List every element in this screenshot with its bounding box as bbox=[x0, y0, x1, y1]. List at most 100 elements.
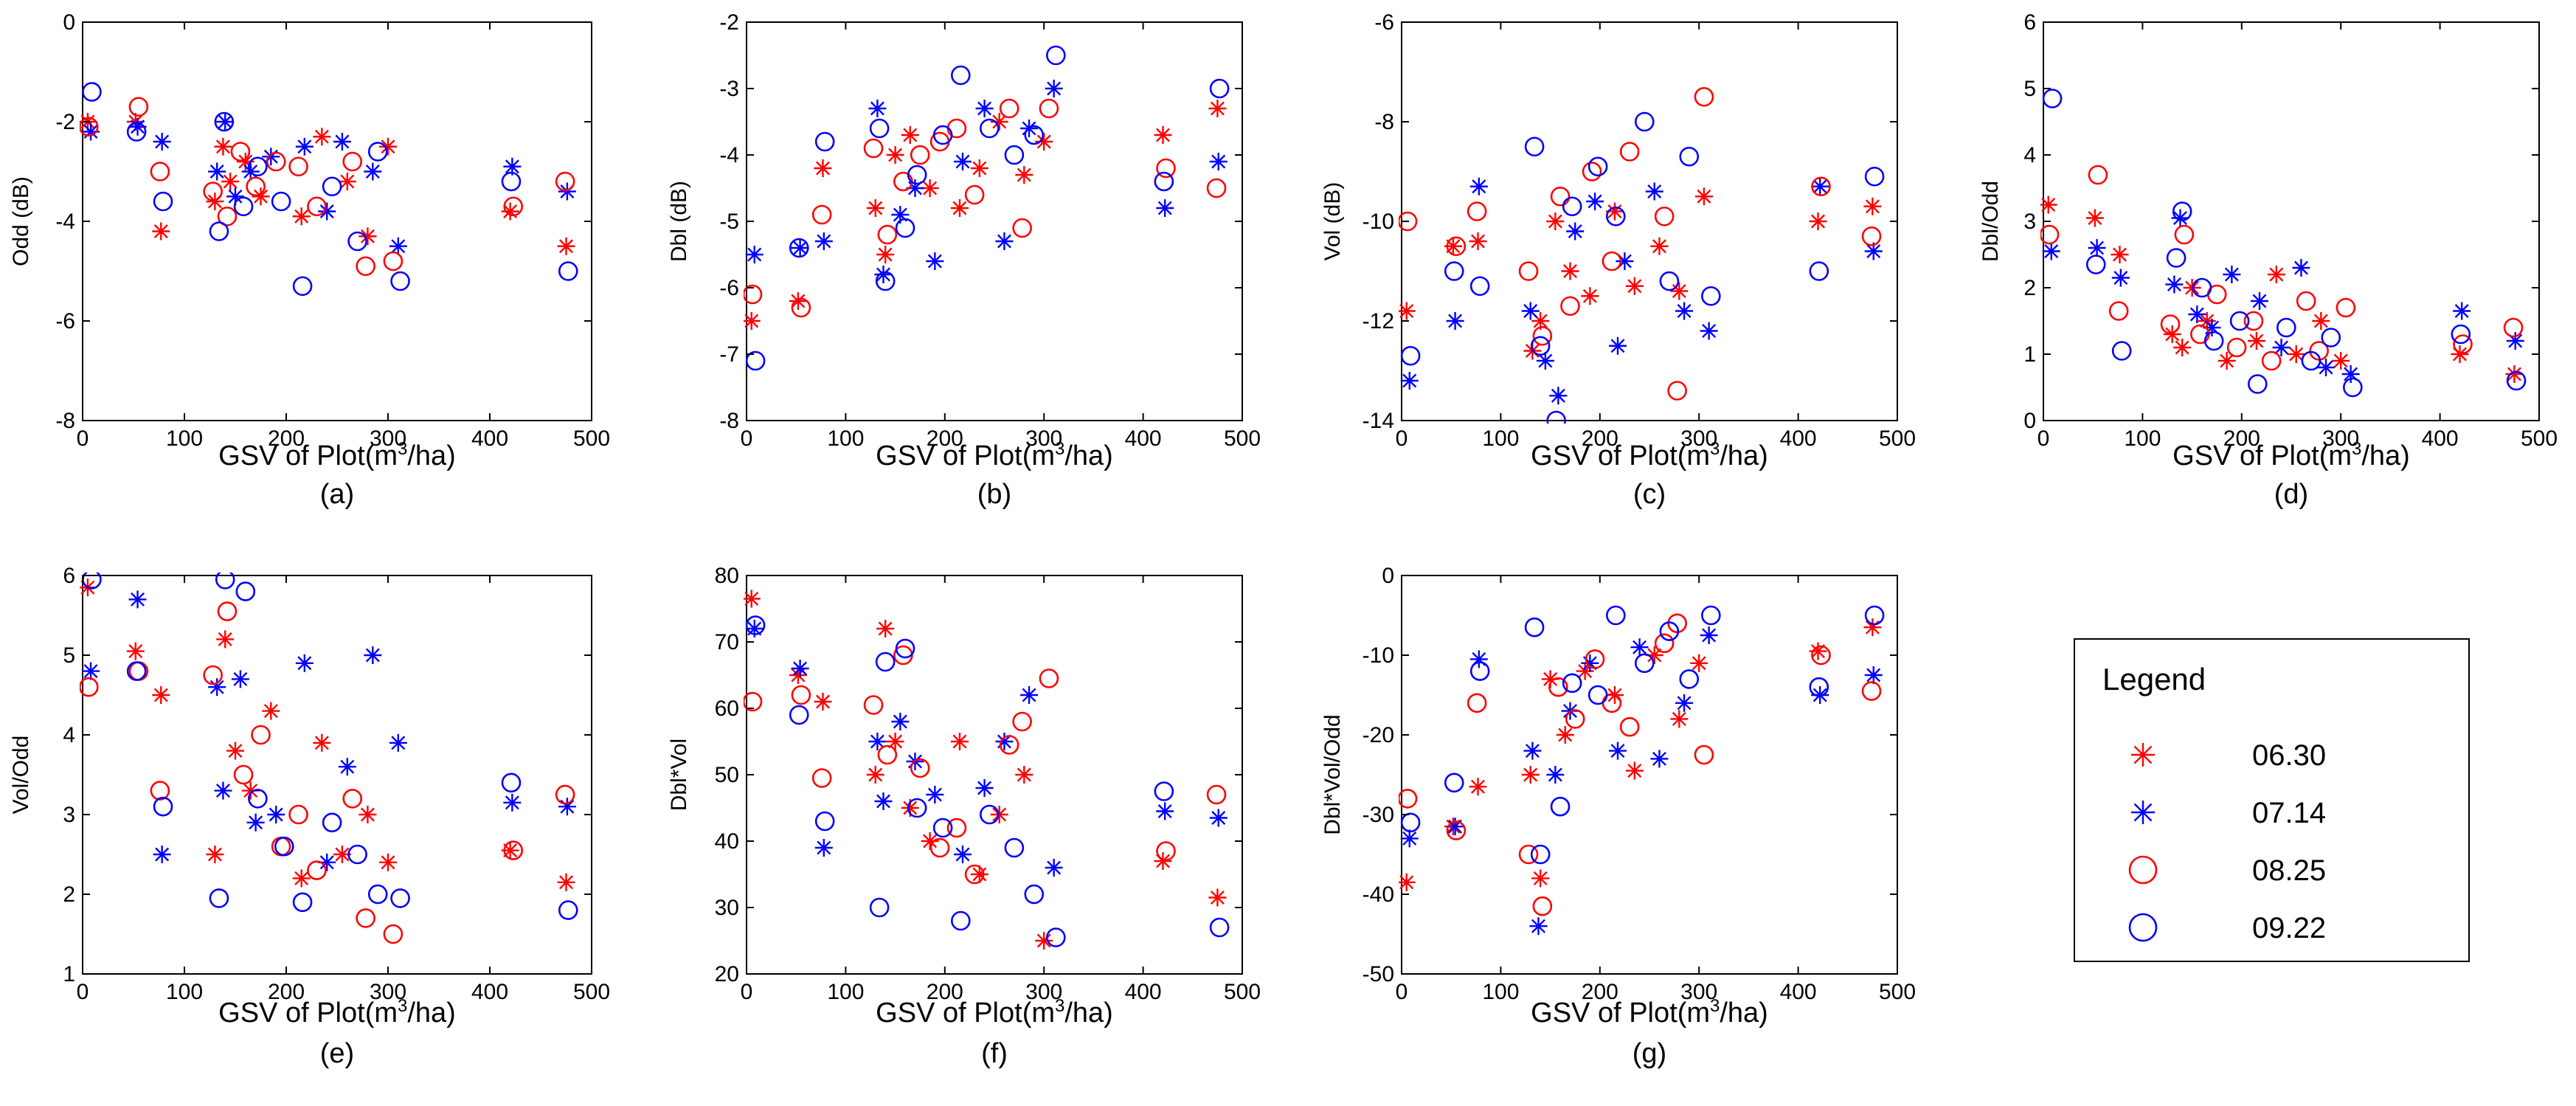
star-stroke bbox=[335, 134, 350, 149]
data-point-circle bbox=[233, 196, 254, 217]
star-stroke bbox=[1551, 388, 1565, 403]
data-point-circle bbox=[895, 638, 915, 659]
data-point-circle bbox=[1400, 345, 1421, 366]
x-tick-label: 400 bbox=[471, 426, 508, 451]
data-point-star bbox=[364, 162, 382, 181]
data-point-star bbox=[866, 766, 884, 784]
panel-label: (g) bbox=[1632, 1038, 1666, 1069]
star-stroke bbox=[793, 661, 808, 676]
data-point-star bbox=[1650, 237, 1669, 255]
data-point-circle bbox=[1518, 844, 1539, 865]
data-point-circle bbox=[356, 256, 375, 277]
data-point-star bbox=[364, 646, 382, 664]
data-point-star bbox=[2267, 266, 2285, 283]
star-stroke bbox=[817, 840, 831, 855]
x-tick-label: 500 bbox=[573, 426, 610, 451]
data-point-star bbox=[226, 742, 244, 760]
data-point-circle bbox=[869, 118, 890, 139]
data-point-circle bbox=[1524, 617, 1545, 637]
data-point-star bbox=[866, 199, 884, 217]
data-point-star bbox=[1469, 177, 1488, 196]
data-point-star bbox=[2505, 365, 2524, 383]
data-point-star bbox=[1675, 694, 1694, 712]
x-tick-label: 400 bbox=[1125, 980, 1162, 1004]
data-point-circle bbox=[2226, 337, 2247, 358]
legend-item: 09.22 bbox=[2128, 912, 2326, 944]
data-point-circle bbox=[1518, 261, 1539, 281]
star-stroke bbox=[2289, 347, 2304, 362]
data-point-circle bbox=[2321, 328, 2341, 348]
star-stroke bbox=[1017, 167, 1031, 182]
series-06.30 bbox=[2040, 196, 2524, 383]
x-tick-label: 200 bbox=[1582, 980, 1618, 1004]
data-point-star bbox=[1694, 187, 1713, 206]
data-point-circle bbox=[1634, 111, 1655, 132]
data-point-circle bbox=[383, 924, 404, 944]
tick-layer: 0 100 200 300 400 500 -8 -7 -6 -5 -4 -3 -2 bbox=[719, 10, 1261, 451]
data-point-circle bbox=[2296, 291, 2316, 311]
y-tick-label: 0 bbox=[63, 10, 75, 35]
data-point-circle bbox=[1667, 381, 1687, 401]
star-stroke bbox=[128, 644, 143, 659]
star-stroke bbox=[1472, 179, 1486, 194]
data-point-star bbox=[1521, 302, 1540, 320]
star-stroke bbox=[955, 154, 970, 169]
star-stroke bbox=[505, 159, 519, 174]
star-stroke bbox=[1558, 727, 1573, 742]
series-06.30 bbox=[744, 100, 1227, 330]
data-point-star bbox=[1209, 809, 1228, 827]
star-stroke bbox=[1211, 811, 1226, 825]
data-point-star bbox=[206, 193, 224, 210]
data-point-circle bbox=[288, 804, 308, 825]
star-stroke bbox=[223, 174, 238, 189]
data-point-star bbox=[82, 662, 100, 680]
data-point-star bbox=[874, 792, 893, 810]
data-point-star bbox=[2332, 352, 2350, 370]
series-08.25 bbox=[2040, 165, 2524, 371]
data-point-circle bbox=[203, 182, 223, 201]
data-point-circle bbox=[322, 812, 342, 833]
star-stroke bbox=[1470, 234, 1485, 249]
data-point-star bbox=[1208, 888, 1227, 907]
y-tick-label: -8 bbox=[719, 409, 739, 433]
data-point-circle bbox=[1606, 605, 1626, 626]
y-tick-label: 40 bbox=[715, 829, 739, 854]
star-stroke bbox=[1402, 831, 1417, 846]
star-stroke bbox=[2454, 304, 2469, 318]
legend-label: 09.22 bbox=[2252, 912, 2326, 944]
panel-label: (e) bbox=[320, 1038, 354, 1069]
star-stroke bbox=[335, 847, 350, 862]
y-tick-label: -12 bbox=[1363, 309, 1394, 333]
x-tick-label: 0 bbox=[2037, 426, 2050, 451]
star-stroke bbox=[1548, 767, 1562, 782]
data-point-circle bbox=[367, 142, 388, 162]
data-point-star bbox=[901, 126, 919, 144]
data-point-circle bbox=[1606, 206, 1626, 227]
data-point-star bbox=[2085, 209, 2104, 227]
data-point-star bbox=[1809, 212, 1827, 230]
data-point-circle bbox=[1012, 218, 1032, 238]
x-axis-label: GSV of Plot(m3/ha) bbox=[876, 439, 1113, 471]
data-point-circle bbox=[875, 651, 896, 672]
data-point-circle bbox=[1039, 668, 1059, 688]
star-stroke bbox=[297, 656, 312, 671]
star-stroke bbox=[923, 181, 938, 196]
data-point-circle bbox=[1585, 649, 1605, 669]
data-point-star bbox=[791, 239, 809, 257]
star-stroke bbox=[391, 239, 406, 254]
data-point-star bbox=[1469, 778, 1487, 796]
star-stroke bbox=[1610, 744, 1625, 758]
data-point-circle bbox=[307, 860, 327, 880]
data-point-circle bbox=[1154, 781, 1174, 801]
data-point-circle bbox=[951, 910, 971, 931]
y-tick-label: 1 bbox=[2023, 342, 2036, 367]
data-point-star bbox=[1529, 917, 1548, 936]
x-tick-label: 0 bbox=[77, 426, 89, 451]
star-stroke bbox=[1677, 696, 1692, 711]
star-stroke bbox=[243, 784, 258, 798]
data-point-star bbox=[745, 246, 764, 263]
data-point-star bbox=[557, 873, 575, 891]
data-point-star bbox=[216, 113, 235, 131]
data-point-star bbox=[214, 781, 232, 800]
